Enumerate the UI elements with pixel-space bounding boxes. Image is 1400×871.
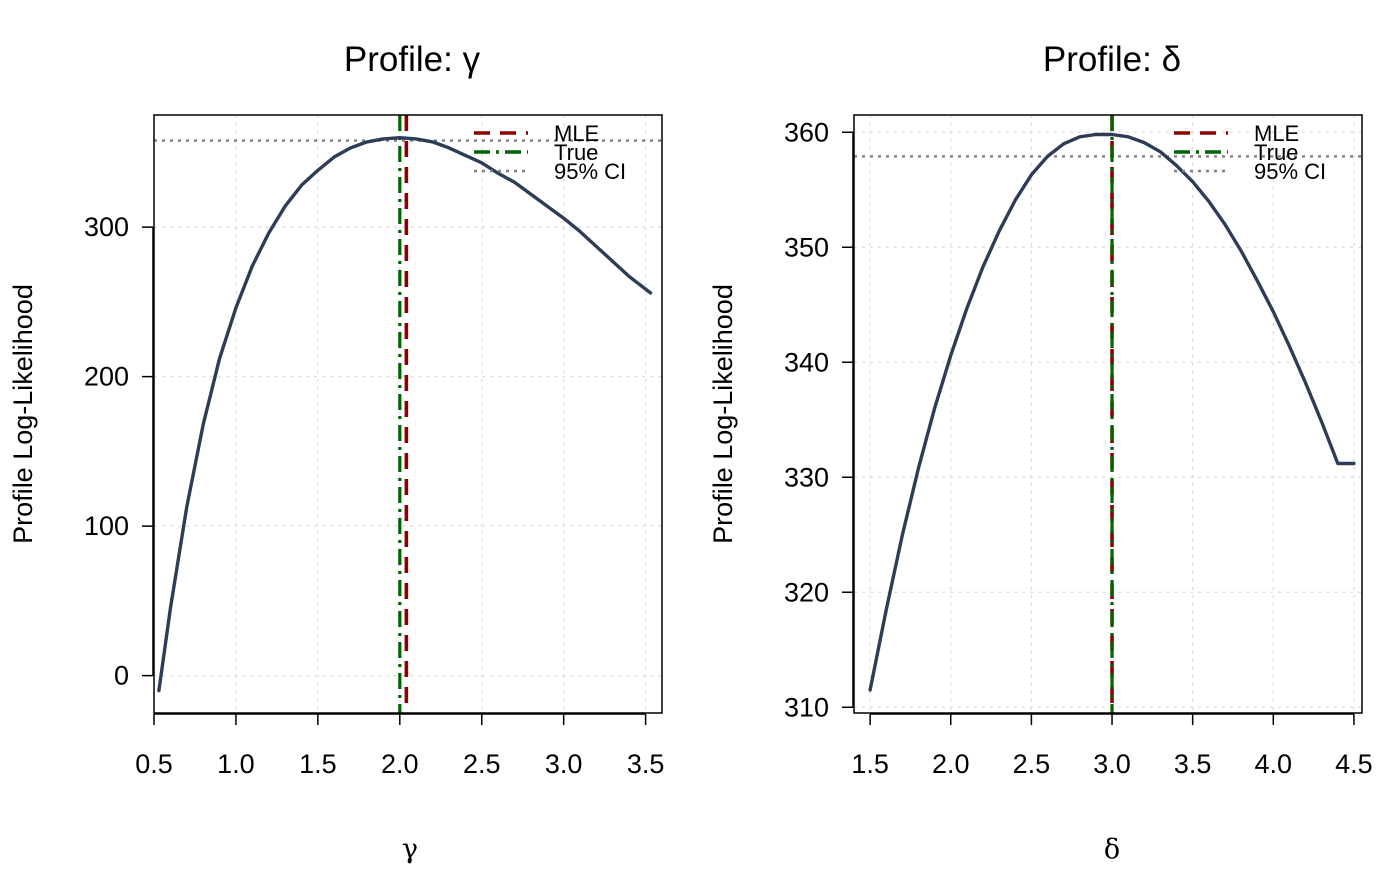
likelihood-curve (157, 136, 653, 693)
x-tick-label: 3.5 (627, 749, 665, 779)
plot-box (153, 114, 663, 714)
legend-label: MLE (1254, 121, 1299, 146)
axes: 0.5 1.0 1.5 2.0 2.5 3.0 3.5 0 100 200 300 (84, 212, 664, 779)
x-axis-label: δ (1104, 834, 1120, 865)
reference-lines (398, 115, 409, 713)
y-tick-label: 200 (84, 362, 129, 392)
x-tick-label: 2.0 (932, 749, 970, 779)
x-tick-label: 2.5 (1013, 749, 1051, 779)
axes: 1.5 2.0 2.5 3.0 3.5 4.0 4.5 310 320 330 340 350 360 (784, 117, 1373, 779)
y-tick-label: 310 (784, 692, 829, 722)
legend-label: MLE (554, 121, 599, 146)
x-tick-label: 3.5 (1174, 749, 1212, 779)
x-tick-label: 3.0 (1093, 749, 1131, 779)
y-axis-label: Profile Log-Likelihood (8, 284, 38, 544)
x-tick-label: 1.5 (851, 749, 889, 779)
x-tick-label: 2.0 (381, 749, 419, 779)
y-tick-label: 0 (114, 661, 129, 691)
legend-label: True (554, 140, 598, 165)
plot-box (853, 114, 1363, 714)
likelihood-curve (868, 132, 1356, 692)
y-axis-label: Profile Log-Likelihood (708, 284, 738, 544)
y-tick-label: 360 (784, 117, 829, 147)
y-tick-label: 350 (784, 232, 829, 262)
x-tick-label: 1.5 (299, 749, 337, 779)
x-axis-label: γ (402, 834, 418, 865)
x-tick-label: 4.5 (1335, 749, 1373, 779)
panel-title: Profile: γ (344, 40, 481, 79)
y-tick-label: 330 (784, 462, 829, 492)
curve-layer (157, 136, 653, 693)
curve-layer (868, 132, 1356, 692)
y-tick-label: 300 (84, 212, 129, 242)
x-tick-label: 0.5 (135, 749, 173, 779)
x-tick-label: 3.0 (545, 749, 583, 779)
x-tick-label: 2.5 (463, 749, 501, 779)
y-tick-label: 100 (84, 511, 129, 541)
panel-gamma: Profile: γ 0.5 1.0 1.5 2.0 2.5 3.0 3.5 0 100 200 3… (8, 40, 664, 865)
y-tick-label: 320 (784, 577, 829, 607)
panel-delta: Profile: δ 1.5 2.0 2.5 3.0 3.5 4.0 4.5 310 320 33… (708, 40, 1373, 865)
x-tick-label: 1.0 (217, 749, 255, 779)
y-tick-label: 340 (784, 347, 829, 377)
x-tick-label: 4.0 (1255, 749, 1293, 779)
legend-label: 95% CI (1254, 159, 1326, 184)
legend-label: True (1254, 140, 1298, 165)
panel-title: Profile: δ (1043, 40, 1181, 79)
legend-label: 95% CI (554, 159, 626, 184)
grid (854, 115, 1362, 713)
